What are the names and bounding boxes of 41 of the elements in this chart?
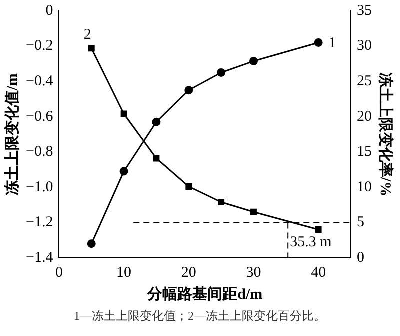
- y-tick-label: −1.2: [26, 214, 54, 231]
- y-tick-label: −0.4: [26, 74, 54, 90]
- y2-tick-label: 15: [357, 144, 372, 160]
- point: [153, 155, 160, 162]
- point: [250, 208, 257, 216]
- x-axis-title: 分幅路基间距d/m: [146, 286, 264, 303]
- x-tick-label: 20: [181, 264, 196, 281]
- point: [87, 240, 96, 248]
- point: [249, 57, 258, 66]
- text: 1—冻土上限变化值；2—冻土上限变化百分比。: [73, 308, 327, 325]
- point: [184, 86, 194, 95]
- ref-line-label: 35.3 m: [290, 234, 332, 250]
- point: [315, 226, 322, 233]
- y2-tick-label: 25: [357, 74, 372, 90]
- y2-tick-label: 30: [357, 38, 372, 54]
- y2-tick-label: 35: [357, 2, 372, 19]
- y-tick-label: −0.2: [26, 38, 54, 54]
- y2-tick-label: 5: [357, 214, 364, 231]
- series-label: 1: [328, 36, 336, 52]
- series-label: 2: [84, 26, 92, 43]
- x-tick-label: 40: [311, 264, 326, 281]
- y-axis-title: 冻土上限变化值/m: [2, 73, 21, 196]
- point: [88, 45, 95, 52]
- point: [217, 68, 226, 77]
- y2-tick-label: 0: [357, 250, 364, 266]
- point: [152, 118, 161, 126]
- x-tick-label: 10: [116, 264, 132, 281]
- y2-tick-label: 10: [357, 179, 372, 196]
- y-tick-label: −0.6: [26, 108, 54, 125]
- point: [120, 110, 128, 118]
- point: [314, 38, 323, 48]
- point: [218, 199, 225, 206]
- y-tick-label: 0: [46, 2, 54, 19]
- y2-axis-title: 冻土上限变化率/%: [377, 72, 396, 197]
- point: [186, 184, 192, 190]
- y2-tick-label: 20: [357, 108, 372, 125]
- y-tick-label: −0.8: [26, 144, 54, 160]
- x-tick-label: 30: [246, 264, 262, 281]
- y-tick-label: −1.4: [26, 250, 54, 266]
- y-tick-label: −1.0: [26, 179, 54, 196]
- point: [120, 167, 128, 176]
